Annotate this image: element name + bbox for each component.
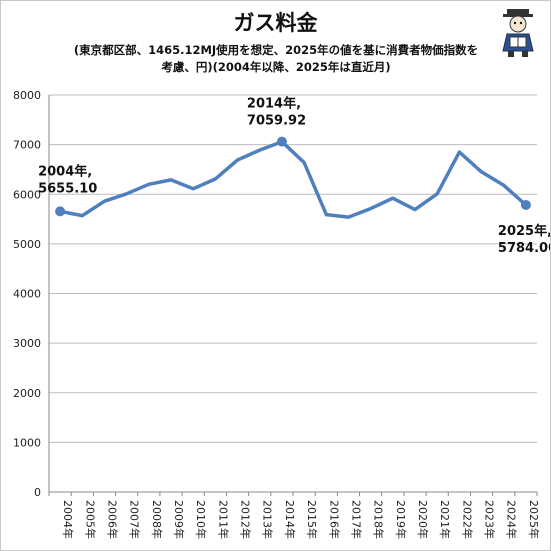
x-tick-label: 2021年: [438, 500, 452, 539]
x-tick-label: 2014年: [283, 500, 297, 539]
series-line: [58, 139, 528, 219]
annotation-label-line-2: 5655.10: [38, 181, 97, 196]
chart-title: ガス料金: [233, 11, 318, 35]
x-tick-label: 2004年: [61, 500, 75, 539]
y-tick-label: 6000: [13, 188, 41, 201]
x-tick-label: 2011年: [216, 500, 230, 539]
x-tick-label: 2015年: [305, 500, 319, 539]
annotation-label-line-2: 7059.92: [247, 114, 306, 129]
x-tick-label: 2013年: [261, 500, 275, 539]
y-tick-label: 7000: [13, 139, 41, 152]
annotation-label-line-1: 2025年,: [498, 223, 550, 239]
x-tick-label: 2016年: [327, 500, 341, 539]
x-tick-label: 2020年: [416, 500, 430, 539]
x-tick-label: 2019年: [394, 500, 408, 539]
annotation-label-line-1: 2004年,: [38, 163, 92, 179]
x-tick-label: 2022年: [460, 500, 474, 539]
x-tick-label: 2008年: [150, 500, 164, 539]
x-tick-label: 2010年: [194, 500, 208, 539]
annotated-point: [520, 199, 531, 210]
chart-subtitle: (東京都区部、1465.12MJ使用を想定、2025年の値を基に消費者物価指数を…: [41, 42, 511, 76]
y-tick-label: 0: [34, 486, 41, 499]
y-tick-label: 5000: [13, 238, 41, 251]
annotation-label-line-2: 5784.00: [498, 241, 550, 256]
reading-mascot-icon: [502, 9, 534, 57]
x-tick-label: 2012年: [239, 500, 253, 539]
x-tick-label: 2006年: [105, 500, 119, 539]
x-tick-label: 2017年: [349, 500, 363, 539]
x-tick-label: 2023年: [483, 500, 497, 539]
x-tick-label: 2025年: [527, 500, 541, 539]
x-tick-label: 2005年: [83, 500, 97, 539]
x-tick-label: 2024年: [505, 500, 519, 539]
y-tick-label: 2000: [13, 387, 41, 400]
chart-subtitle-line-2: 考慮、円)(2004年以降、2025年は直近月): [161, 60, 391, 74]
y-tick-label: 3000: [13, 337, 41, 350]
annotated-point: [276, 136, 287, 147]
annotated-point: [55, 206, 66, 217]
x-tick-label: 2009年: [172, 500, 186, 539]
x-tick-label: 2018年: [372, 500, 386, 539]
x-tick-label: 2007年: [128, 500, 142, 539]
y-tick-label: 4000: [13, 288, 41, 301]
annotation-label-line-1: 2014年,: [247, 96, 301, 112]
y-tick-label: 1000: [13, 436, 41, 449]
chart-subtitle-line-1: (東京都区部、1465.12MJ使用を想定、2025年の値を基に消費者物価指数を: [73, 43, 479, 57]
y-tick-label: 8000: [13, 89, 41, 102]
